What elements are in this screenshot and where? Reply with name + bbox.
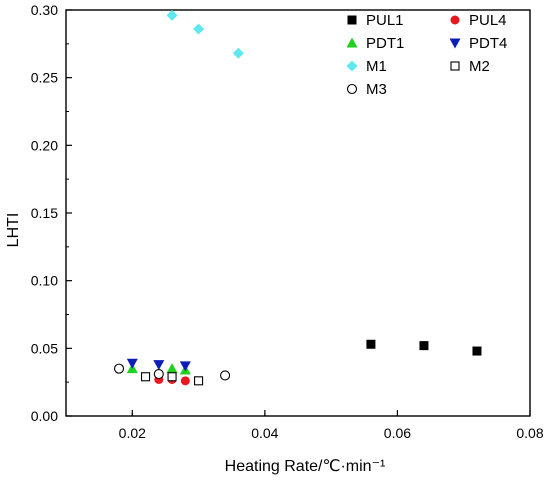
legend-marker-pul1	[347, 15, 357, 25]
data-point-pul1	[419, 341, 429, 351]
data-point-m1	[232, 47, 244, 59]
plot-border	[65, 9, 531, 417]
y-tick-label: 0.05	[31, 340, 58, 356]
data-point-pul1	[366, 339, 376, 349]
data-point-m3	[153, 368, 164, 380]
data-point-pdt4	[126, 358, 138, 369]
y-axis-title: LHTI	[5, 213, 22, 248]
data-point-m3	[113, 363, 125, 374]
data-point-m2	[167, 372, 177, 382]
x-axis-title: Heating Rate/℃·min⁻¹	[225, 458, 386, 475]
x-tick-label: 0.06	[384, 425, 411, 441]
legend-label-m1: M1	[366, 58, 387, 75]
x-tick-label: 0.02	[119, 425, 146, 441]
y-tick-label: 0.15	[31, 205, 58, 221]
axis-ticks	[66, 9, 531, 417]
data-point-pdt4	[179, 361, 191, 372]
x-tick-label: 0.08	[516, 425, 543, 441]
legend-label-pul4: PUL4	[469, 12, 507, 29]
data-point-pul4	[180, 376, 190, 386]
y-tick-label: 0.20	[31, 137, 58, 153]
x-tick-label: 0.04	[251, 425, 278, 441]
data-point-pdt1	[166, 363, 178, 374]
data-point-pdt4	[153, 360, 165, 371]
data-point-m2	[194, 376, 204, 386]
legend-label-m2: M2	[469, 58, 490, 75]
data-point-m3	[220, 370, 231, 381]
y-tick-label: 0.00	[31, 408, 58, 424]
legend-marker-pul4	[450, 15, 460, 25]
legend-marker-m3	[346, 83, 358, 95]
legend-label-pdt1: PDT1	[366, 35, 404, 52]
legend-label-m3: M3	[366, 81, 387, 98]
y-tick-label: 0.25	[31, 70, 58, 86]
data-point-m1	[193, 23, 205, 35]
data-markers	[113, 9, 482, 386]
legend-marker-pdt1	[346, 37, 358, 48]
legend-marker-pdt4	[449, 38, 461, 49]
tick-labels: 0.02 0.04 0.06 0.08 0.00 0.05 0.10 0.15 0.20 0.25…	[31, 2, 544, 441]
data-point-m2	[140, 372, 151, 382]
plot-area	[65, 9, 531, 417]
y-tick-label: 0.30	[31, 2, 58, 18]
legend-marker-m1	[346, 60, 358, 72]
legend-marker-m2	[450, 61, 460, 71]
legend-label-pdt4: PDT4	[469, 35, 507, 52]
data-point-pul1	[472, 346, 482, 356]
data-point-m1	[166, 9, 178, 21]
legend: PUL1 PUL4 PDT1 PDT4 M1 M2 M3	[346, 12, 507, 98]
legend-label-pul1: PUL1	[366, 12, 404, 29]
y-tick-label: 0.10	[31, 273, 58, 289]
